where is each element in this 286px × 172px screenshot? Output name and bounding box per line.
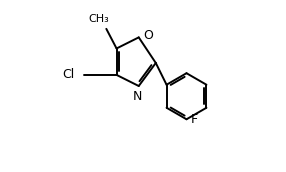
Text: O: O (143, 29, 153, 42)
Text: F: F (190, 113, 197, 126)
Text: CH₃: CH₃ (88, 14, 109, 24)
Text: N: N (133, 90, 142, 103)
Text: Cl: Cl (63, 68, 75, 81)
